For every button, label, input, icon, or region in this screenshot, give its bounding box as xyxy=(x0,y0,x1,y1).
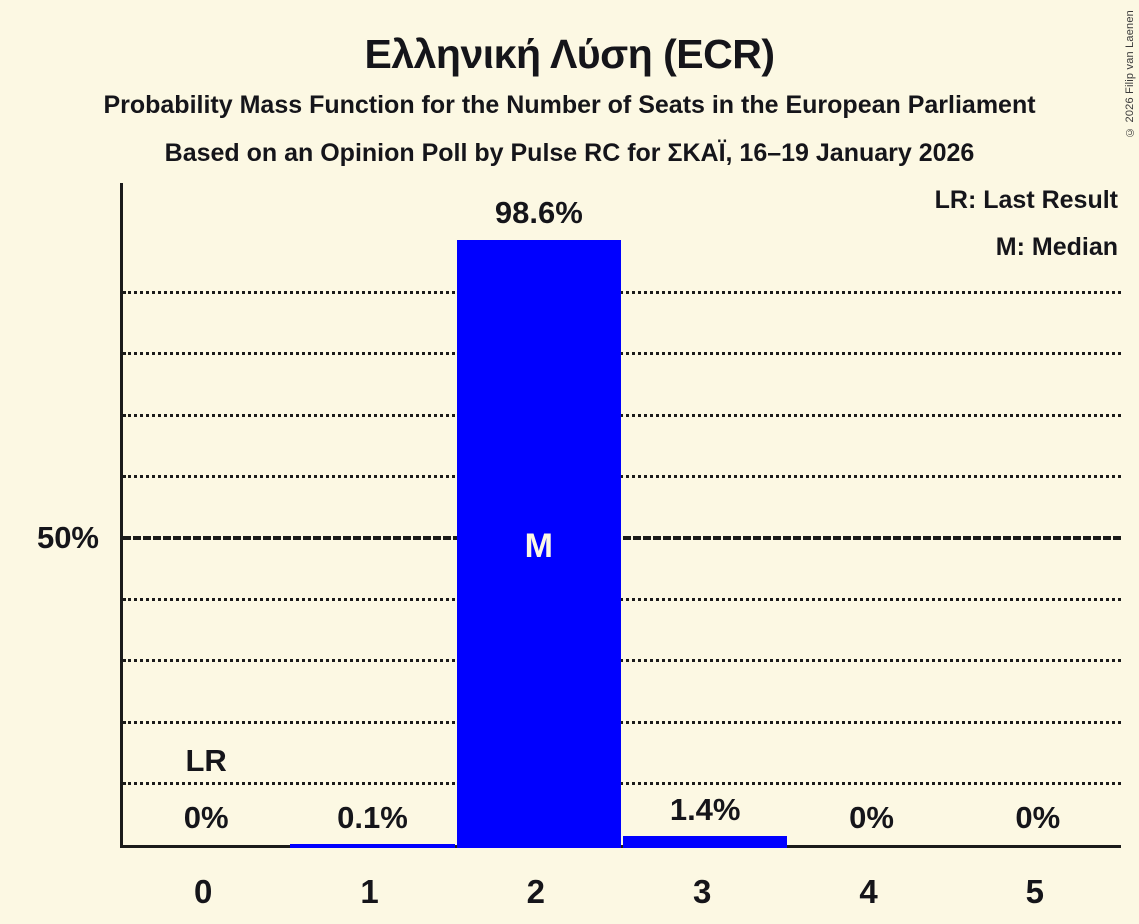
plot-area: LR 0% 0.1% M 98.6% 1.4% 0% 0% xyxy=(120,183,1121,848)
x-tick-2: 2 xyxy=(526,873,545,910)
bar-slot-2: M 98.6% xyxy=(456,183,622,848)
x-tick-4: 4 xyxy=(859,873,878,910)
y-axis-label-50: 50% xyxy=(36,520,99,555)
chart-poll-source: Based on an Opinion Poll by Pulse RC for… xyxy=(164,139,975,167)
x-tick-0: 0 xyxy=(193,873,213,910)
bar-slot-4: 0% xyxy=(788,183,954,845)
x-tick-5: 5 xyxy=(1025,873,1044,910)
gridline-40-percent xyxy=(123,597,1121,601)
gridline-80-percent xyxy=(123,352,1121,356)
bar-seats-3 xyxy=(623,836,788,848)
legend-last-result: LR: Last Result xyxy=(934,186,1118,214)
gridline-30-percent xyxy=(123,659,1121,663)
gridlines xyxy=(123,183,1121,845)
gridline-60-percent xyxy=(123,475,1121,479)
legend-median: M: Median xyxy=(995,233,1118,261)
value-label-2: 98.6% xyxy=(494,195,583,230)
median-marker: M xyxy=(524,527,553,565)
gridline-50-percent xyxy=(123,536,1121,540)
copyright-notice: © 2026 Filip van Laenen xyxy=(1124,10,1136,138)
x-tick-1: 1 xyxy=(360,873,379,910)
x-axis-labels: 0 1 2 3 4 5 xyxy=(120,873,1118,917)
value-label-4: 0% xyxy=(849,800,894,835)
chart-title: Ελληνική Λύση (ECR) xyxy=(364,31,775,77)
bar-slot-0: LR 0% xyxy=(123,183,289,845)
gridline-90-percent xyxy=(123,290,1121,294)
gridline-10-percent xyxy=(123,782,1121,786)
last-result-marker: LR xyxy=(185,743,227,778)
bar-slot-5: 0% xyxy=(955,183,1121,845)
bar-slot-3: 1.4% xyxy=(622,183,788,848)
value-label-3: 1.4% xyxy=(669,792,741,827)
value-label-5: 0% xyxy=(1015,800,1061,835)
gridline-70-percent xyxy=(123,413,1121,417)
bar-slot-1: 0.1% xyxy=(289,183,455,848)
chart-subtitle: Probability Mass Function for the Number… xyxy=(103,91,1036,119)
value-label-1: 0.1% xyxy=(337,800,408,835)
bar-seats-1 xyxy=(290,844,455,848)
gridline-20-percent xyxy=(123,720,1121,724)
bar-seats-2 xyxy=(456,239,621,848)
x-tick-3: 3 xyxy=(692,873,712,910)
value-label-0: 0% xyxy=(183,800,229,835)
